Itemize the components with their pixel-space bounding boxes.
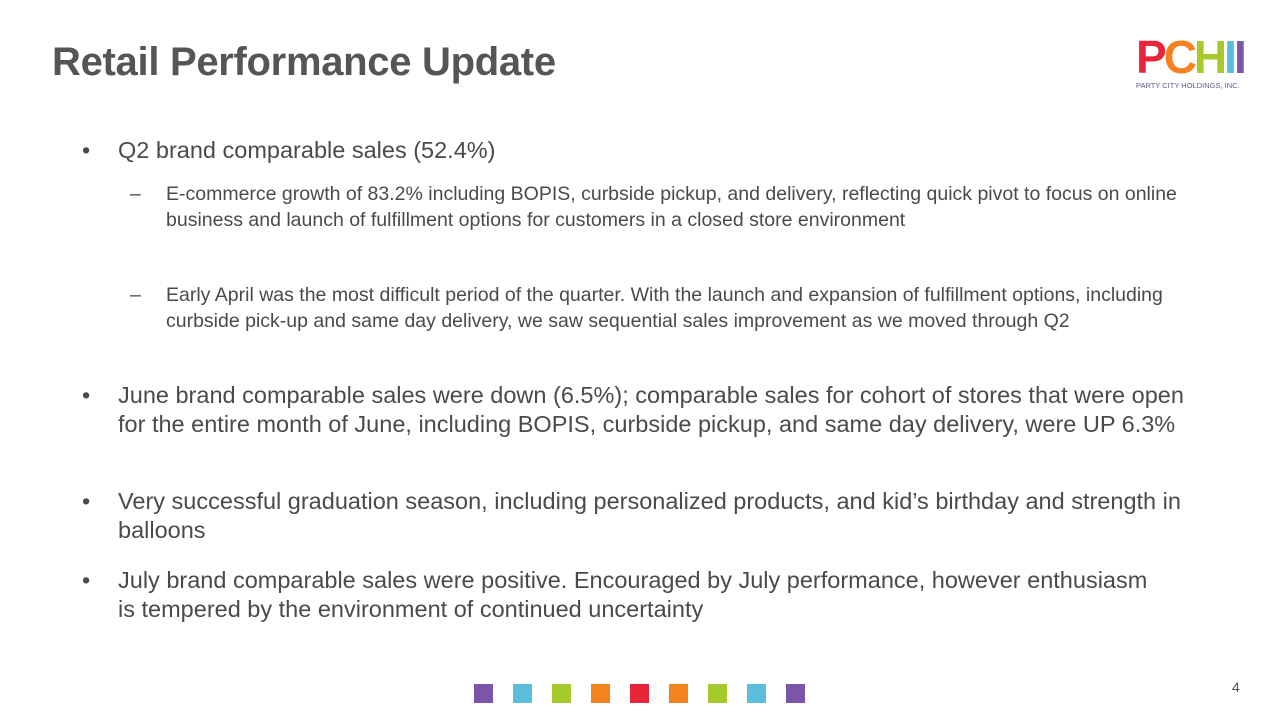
subbullet-ecommerce: – E-commerce growth of 83.2% including B…	[130, 183, 1177, 231]
logo-letter: H	[1193, 31, 1227, 83]
square-icon	[669, 684, 688, 703]
square-icon	[747, 684, 766, 703]
square-icon	[630, 684, 649, 703]
square-icon	[552, 684, 571, 703]
bullet-q2-comp-sales: • Q2 brand comparable sales (52.4%)	[82, 137, 496, 163]
slide-title: Retail Performance Update	[52, 40, 556, 84]
bullet-june-comp-sales: • June brand comparable sales were down …	[82, 382, 1184, 437]
logo-tagline: PARTY CITY HOLDINGS, INC.	[1136, 81, 1240, 90]
bullet-icon: •	[82, 137, 91, 163]
logo-letter: I	[1233, 31, 1247, 83]
bullet-icon: •	[82, 488, 91, 514]
decorative-squares	[474, 684, 805, 703]
bullet-icon: •	[82, 382, 91, 408]
square-icon	[513, 684, 532, 703]
bullet-graduation: • Very successful graduation season, inc…	[82, 488, 1181, 543]
square-icon	[708, 684, 727, 703]
bullet-july-comp-sales: • July brand comparable sales were posit…	[82, 567, 1148, 622]
dash-icon: –	[130, 284, 141, 306]
logo-letter: P	[1136, 31, 1167, 83]
square-icon	[786, 684, 805, 703]
logo-letter: C	[1163, 31, 1197, 83]
logo-letter: I	[1224, 31, 1237, 83]
square-icon	[474, 684, 493, 703]
page-number: 4	[1232, 679, 1240, 695]
bullet-icon: •	[82, 567, 91, 593]
subbullet-early-april: – Early April was the most difficult per…	[130, 284, 1163, 332]
dash-icon: –	[130, 183, 141, 205]
square-icon	[591, 684, 610, 703]
